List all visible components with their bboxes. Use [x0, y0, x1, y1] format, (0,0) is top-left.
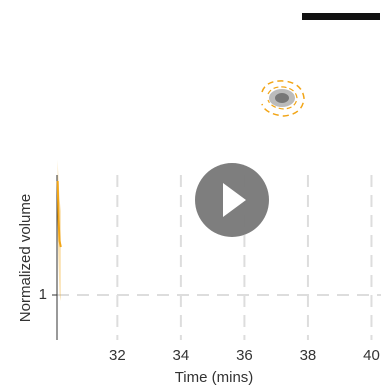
x-tick-label: 40 [363, 347, 380, 364]
scale-bar [302, 13, 380, 20]
x-axis-label: Time (mins) [175, 369, 254, 386]
x-tick-label: 34 [173, 347, 190, 364]
x-tick-label: 36 [236, 347, 253, 364]
y-tick-label: 1 [39, 286, 47, 303]
x-tick-label: 32 [109, 347, 126, 364]
cell-image [262, 81, 304, 116]
x-tick-label: 38 [300, 347, 317, 364]
y-axis-label: Normalized volume [17, 194, 34, 322]
play-button[interactable] [195, 163, 269, 237]
video-frame: 32 34 36 38 40 1 Normalized volume Time (mins… [0, 0, 381, 388]
